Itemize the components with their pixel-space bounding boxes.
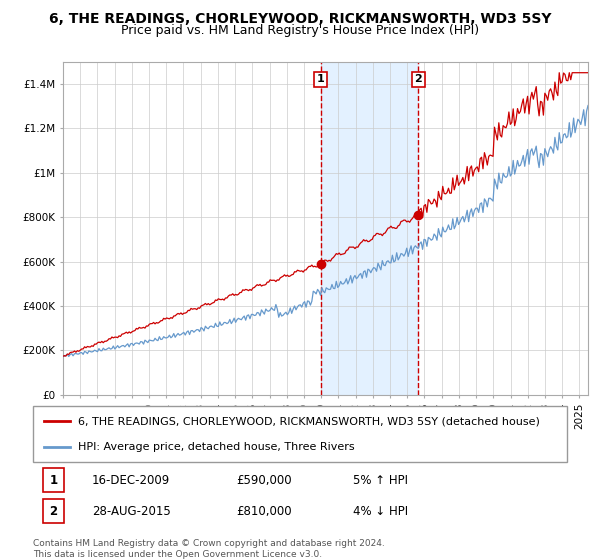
Text: 4% ↓ HPI: 4% ↓ HPI <box>353 505 409 517</box>
Text: HPI: Average price, detached house, Three Rivers: HPI: Average price, detached house, Thre… <box>79 442 355 452</box>
FancyBboxPatch shape <box>43 468 64 492</box>
Text: £590,000: £590,000 <box>236 474 292 487</box>
FancyBboxPatch shape <box>33 406 567 462</box>
FancyBboxPatch shape <box>43 499 64 524</box>
Text: 28-AUG-2015: 28-AUG-2015 <box>92 505 170 517</box>
Text: 2: 2 <box>49 505 58 517</box>
Text: 16-DEC-2009: 16-DEC-2009 <box>92 474 170 487</box>
Text: 1: 1 <box>49 474 58 487</box>
Text: 6, THE READINGS, CHORLEYWOOD, RICKMANSWORTH, WD3 5SY: 6, THE READINGS, CHORLEYWOOD, RICKMANSWO… <box>49 12 551 26</box>
Text: £810,000: £810,000 <box>236 505 292 517</box>
Text: 6, THE READINGS, CHORLEYWOOD, RICKMANSWORTH, WD3 5SY (detached house): 6, THE READINGS, CHORLEYWOOD, RICKMANSWO… <box>79 416 540 426</box>
Bar <box>320 62 418 395</box>
Text: Price paid vs. HM Land Registry's House Price Index (HPI): Price paid vs. HM Land Registry's House … <box>121 24 479 36</box>
Text: 1: 1 <box>317 74 325 85</box>
Text: 2: 2 <box>415 74 422 85</box>
Text: Contains HM Land Registry data © Crown copyright and database right 2024.
This d: Contains HM Land Registry data © Crown c… <box>33 539 385 559</box>
Text: 5% ↑ HPI: 5% ↑ HPI <box>353 474 409 487</box>
